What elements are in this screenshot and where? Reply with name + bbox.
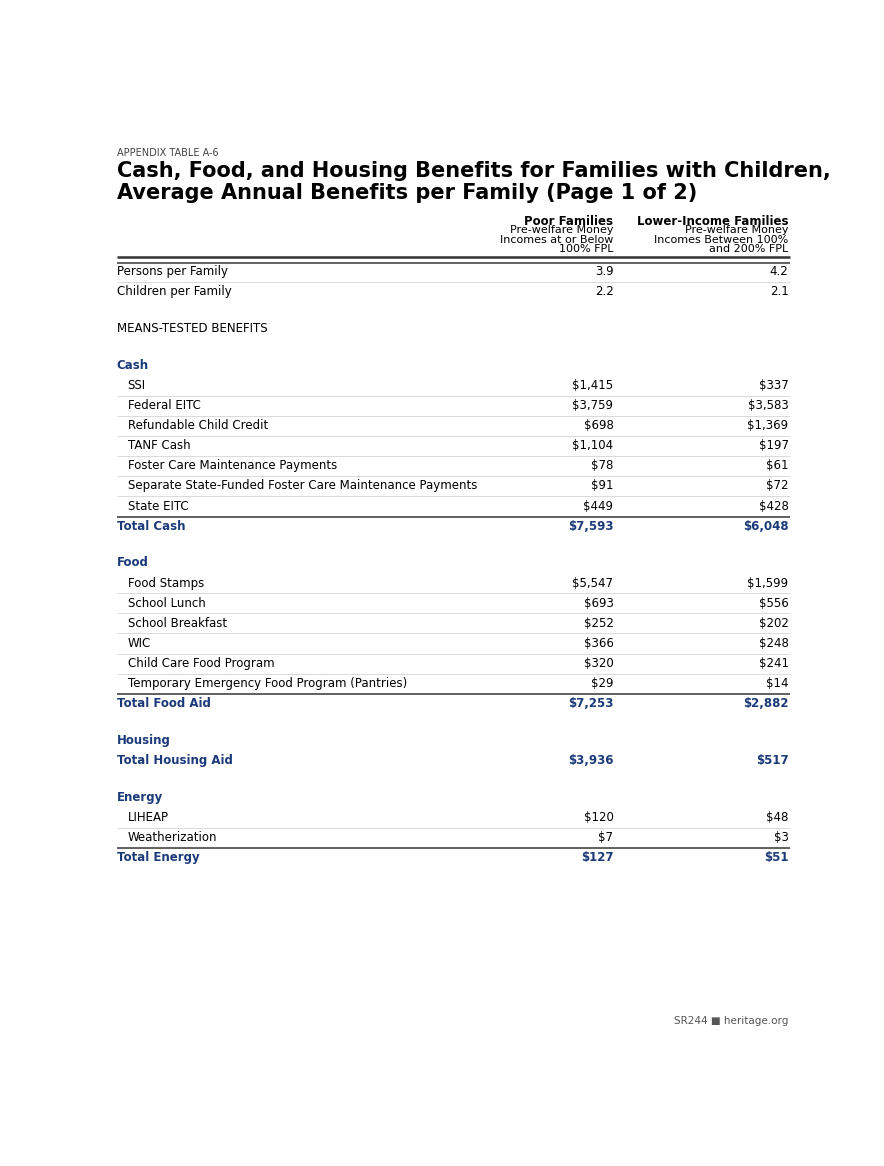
Text: Persons per Family: Persons per Family (117, 266, 228, 279)
Text: Foster Care Maintenance Payments: Foster Care Maintenance Payments (127, 459, 337, 472)
Text: $61: $61 (766, 459, 789, 472)
Text: Total Housing Aid: Total Housing Aid (117, 753, 232, 766)
Text: MEANS-TESTED BENEFITS: MEANS-TESTED BENEFITS (117, 323, 267, 336)
Text: State EITC: State EITC (127, 499, 188, 513)
Text: WIC: WIC (127, 637, 151, 649)
Text: $1,104: $1,104 (572, 440, 613, 452)
Text: School Lunch: School Lunch (127, 597, 205, 610)
Text: $72: $72 (766, 479, 789, 492)
Text: $7: $7 (598, 830, 613, 844)
Text: 100% FPL: 100% FPL (559, 244, 613, 254)
Text: Food: Food (117, 556, 149, 569)
Text: $78: $78 (591, 459, 613, 472)
Text: Energy: Energy (117, 791, 163, 803)
Text: Cash, Food, and Housing Benefits for Families with Children,: Cash, Food, and Housing Benefits for Fam… (117, 161, 830, 182)
Text: $127: $127 (581, 851, 613, 864)
Text: $428: $428 (758, 499, 789, 513)
Text: SSI: SSI (127, 379, 146, 393)
Text: SR244 ■ heritage.org: SR244 ■ heritage.org (674, 1017, 789, 1026)
Text: $337: $337 (758, 379, 789, 393)
Text: Refundable Child Credit: Refundable Child Credit (127, 420, 268, 433)
Text: TANF Cash: TANF Cash (127, 440, 190, 452)
Text: School Breakfast: School Breakfast (127, 617, 226, 630)
Text: $29: $29 (591, 676, 613, 689)
Text: Children per Family: Children per Family (117, 286, 232, 298)
Text: 2.1: 2.1 (770, 286, 789, 298)
Text: $252: $252 (583, 617, 613, 630)
Text: Total Energy: Total Energy (117, 851, 199, 864)
Text: Federal EITC: Federal EITC (127, 400, 201, 413)
Text: $7,253: $7,253 (568, 696, 613, 710)
Text: $320: $320 (583, 656, 613, 669)
Text: $248: $248 (758, 637, 789, 649)
Text: $556: $556 (758, 597, 789, 610)
Text: Child Care Food Program: Child Care Food Program (127, 656, 274, 669)
Text: 2.2: 2.2 (595, 286, 613, 298)
Text: $14: $14 (766, 676, 789, 689)
Text: Incomes Between 100%: Incomes Between 100% (654, 234, 789, 245)
Text: $202: $202 (758, 617, 789, 630)
Text: Housing: Housing (117, 733, 171, 746)
Text: 4.2: 4.2 (770, 266, 789, 279)
Text: $2,882: $2,882 (743, 696, 789, 710)
Text: Poor Families: Poor Families (524, 215, 613, 227)
Text: Weatherization: Weatherization (127, 830, 217, 844)
Text: $693: $693 (583, 597, 613, 610)
Text: $3,583: $3,583 (748, 400, 789, 413)
Text: $91: $91 (591, 479, 613, 492)
Text: $1,599: $1,599 (748, 576, 789, 590)
Text: Pre-welfare Money: Pre-welfare Money (685, 225, 789, 236)
Text: Average Annual Benefits per Family (Page 1 of 2): Average Annual Benefits per Family (Page… (117, 183, 697, 203)
Text: $1,369: $1,369 (748, 420, 789, 433)
Text: and 200% FPL: and 200% FPL (709, 244, 789, 254)
Text: Food Stamps: Food Stamps (127, 576, 204, 590)
Text: $197: $197 (758, 440, 789, 452)
Text: $1,415: $1,415 (572, 379, 613, 393)
Text: $3: $3 (774, 830, 789, 844)
Text: Total Cash: Total Cash (117, 520, 186, 533)
Text: APPENDIX TABLE A-6: APPENDIX TABLE A-6 (117, 148, 218, 157)
Text: $698: $698 (583, 420, 613, 433)
Text: $51: $51 (764, 851, 789, 864)
Text: $7,593: $7,593 (568, 520, 613, 533)
Text: Total Food Aid: Total Food Aid (117, 696, 210, 710)
Text: Lower-Income Families: Lower-Income Families (637, 215, 789, 227)
Text: $517: $517 (756, 753, 789, 766)
Text: Incomes at or Below: Incomes at or Below (500, 234, 613, 245)
Text: $48: $48 (766, 810, 789, 823)
Text: $241: $241 (758, 656, 789, 669)
Text: Pre-welfare Money: Pre-welfare Money (510, 225, 613, 236)
Text: 3.9: 3.9 (595, 266, 613, 279)
Text: Cash: Cash (117, 359, 149, 372)
Text: $3,936: $3,936 (568, 753, 613, 766)
Text: Separate State-Funded Foster Care Maintenance Payments: Separate State-Funded Foster Care Mainte… (127, 479, 477, 492)
Text: LIHEAP: LIHEAP (127, 810, 169, 823)
Text: Temporary Emergency Food Program (Pantries): Temporary Emergency Food Program (Pantri… (127, 676, 407, 689)
Text: $5,547: $5,547 (573, 576, 613, 590)
Text: $3,759: $3,759 (573, 400, 613, 413)
Text: $366: $366 (583, 637, 613, 649)
Text: $6,048: $6,048 (743, 520, 789, 533)
Text: $449: $449 (583, 499, 613, 513)
Text: $120: $120 (583, 810, 613, 823)
